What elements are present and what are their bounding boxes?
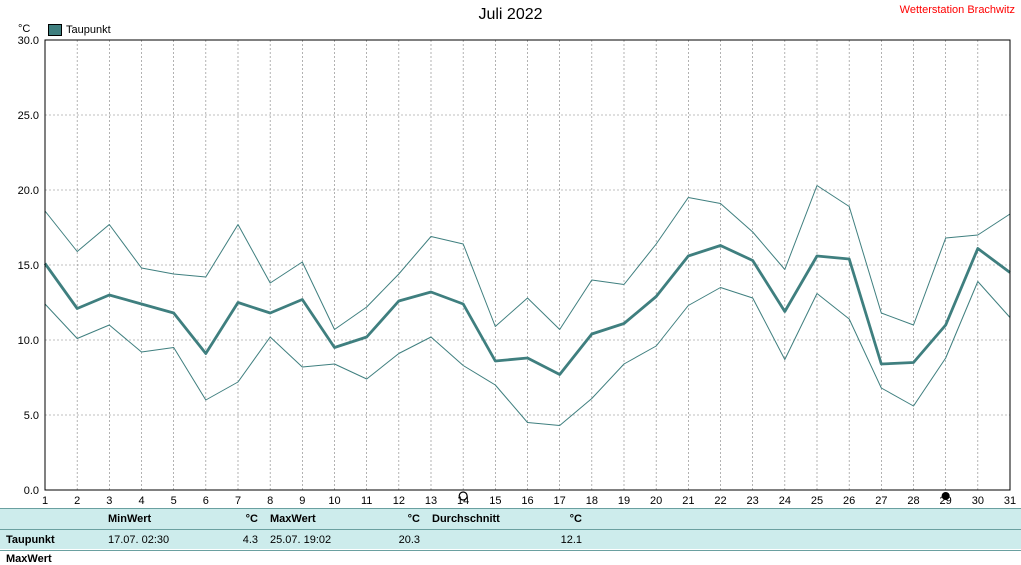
svg-text:26: 26 (843, 495, 855, 507)
svg-text:20: 20 (650, 495, 662, 507)
svg-text:19: 19 (618, 495, 630, 507)
svg-text:22: 22 (714, 495, 726, 507)
svg-text:31: 31 (1004, 495, 1016, 507)
svg-text:20.0: 20.0 (18, 185, 39, 197)
svg-text:28: 28 (907, 495, 919, 507)
table-header-max: MaxWert (264, 513, 386, 525)
svg-text:16: 16 (521, 495, 533, 507)
svg-text:5.0: 5.0 (24, 410, 39, 422)
svg-text:27: 27 (875, 495, 887, 507)
svg-text:7: 7 (235, 495, 241, 507)
legend-swatch (48, 24, 62, 36)
svg-text:13: 13 (425, 495, 437, 507)
chart-container: Wetterstation Brachwitz Juli 2022 °C Tau… (0, 0, 1021, 549)
row-max-ts: 25.07. 19:02 (264, 534, 386, 546)
row-max-val: 20.3 (386, 534, 426, 546)
chart-title: Juli 2022 (0, 6, 1021, 24)
svg-text:4: 4 (138, 495, 144, 507)
row-min-val: 4.3 (224, 534, 264, 546)
summary-table: MinWert °C MaxWert °C Durchschnitt °C Ta… (0, 508, 1021, 549)
y-axis-unit: °C (18, 23, 30, 35)
svg-text:10: 10 (328, 495, 340, 507)
table-row: Taupunkt 17.07. 02:30 4.3 25.07. 19:02 2… (0, 530, 1021, 551)
chart-svg: 0.05.010.015.020.025.030.012345678910111… (0, 0, 1021, 509)
table-header-unit1: °C (224, 513, 264, 525)
svg-text:12: 12 (393, 495, 405, 507)
table-header-unit2: °C (386, 513, 426, 525)
svg-text:0.0: 0.0 (24, 485, 39, 497)
svg-text:5: 5 (171, 495, 177, 507)
svg-text:23: 23 (747, 495, 759, 507)
svg-text:30.0: 30.0 (18, 35, 39, 47)
table-header-row: MinWert °C MaxWert °C Durchschnitt °C (0, 509, 1021, 530)
svg-text:15: 15 (489, 495, 501, 507)
svg-text:11: 11 (361, 495, 372, 507)
row-min-ts: 17.07. 02:30 (102, 534, 224, 546)
svg-text:21: 21 (682, 495, 694, 507)
svg-text:1: 1 (42, 495, 48, 507)
table-header-avg: Durchschnitt (426, 513, 548, 525)
svg-text:9: 9 (299, 495, 305, 507)
svg-text:15.0: 15.0 (18, 260, 39, 272)
table-header-min: MinWert (102, 513, 224, 525)
row-avg-val: 12.1 (548, 534, 588, 546)
svg-text:18: 18 (586, 495, 598, 507)
row-label: Taupunkt (0, 534, 102, 546)
svg-text:8: 8 (267, 495, 273, 507)
svg-text:2: 2 (74, 495, 80, 507)
svg-text:17: 17 (554, 495, 566, 507)
svg-text:25.0: 25.0 (18, 110, 39, 122)
svg-text:25: 25 (811, 495, 823, 507)
table-header-unit3: °C (548, 513, 588, 525)
svg-text:30: 30 (972, 495, 984, 507)
legend-label: Taupunkt (66, 24, 111, 36)
svg-text:10.0: 10.0 (18, 335, 39, 347)
svg-text:6: 6 (203, 495, 209, 507)
chart-legend: Taupunkt (48, 24, 111, 36)
svg-text:3: 3 (106, 495, 112, 507)
row-cutoff-label: MaxWert (0, 553, 102, 565)
svg-text:24: 24 (779, 495, 791, 507)
